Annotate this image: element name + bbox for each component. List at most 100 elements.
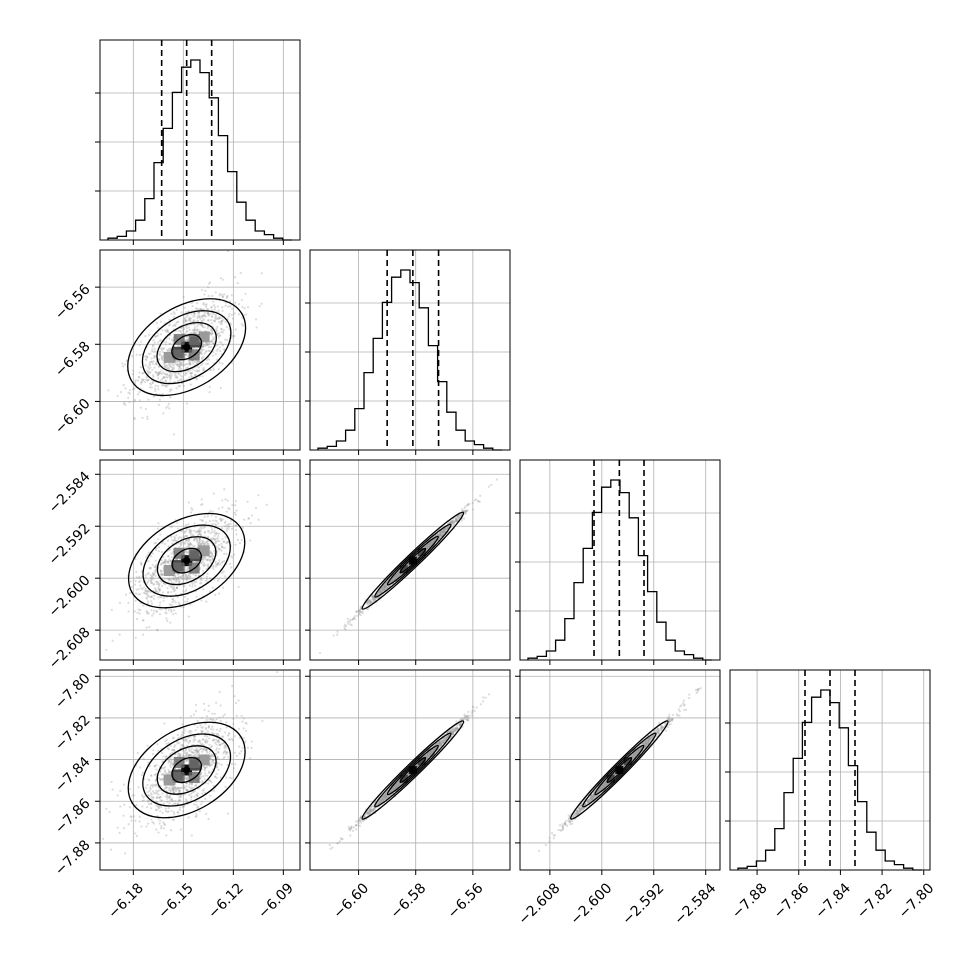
scatter-point (153, 347, 156, 350)
scatter-point (186, 339, 189, 342)
scatter-point (217, 368, 220, 371)
scatter-point (478, 500, 481, 503)
scatter-point (188, 754, 191, 758)
scatter-point (182, 738, 185, 741)
scatter-point (174, 783, 177, 786)
scatter-point (203, 515, 206, 518)
scatter-point (182, 749, 185, 752)
scatter-point (196, 325, 199, 328)
scatter-point (157, 749, 160, 752)
scatter-point (210, 753, 213, 757)
scatter-point (178, 808, 181, 812)
scatter-point (233, 312, 236, 315)
scatter-point (181, 577, 184, 580)
scatter-point (148, 625, 151, 629)
scatter-point (140, 378, 143, 381)
scatter-point (351, 617, 355, 621)
scatter-point (198, 532, 201, 535)
scatter-point (147, 778, 150, 781)
scatter-point (371, 598, 374, 601)
scatter-point (160, 562, 163, 565)
density-block (417, 548, 426, 557)
scatter-point (159, 778, 162, 781)
scatter-point (343, 623, 347, 626)
scatter-point (189, 532, 192, 536)
scatter-point (371, 596, 375, 600)
scatter-point (193, 328, 196, 332)
scatter-point (187, 319, 190, 322)
scatter-point (247, 517, 251, 520)
scatter-point (207, 529, 210, 532)
scatter-point (128, 392, 132, 395)
scatter-point (440, 534, 443, 537)
scatter-point (471, 508, 475, 511)
scatter-point (442, 529, 445, 532)
scatter-point (216, 563, 219, 567)
scatter-point (206, 515, 209, 518)
scatter-point (250, 746, 253, 750)
scatter-point (177, 573, 180, 576)
scatter-point (261, 719, 264, 723)
scatter-point (154, 808, 158, 812)
scatter-point (199, 518, 202, 521)
scatter-point (195, 539, 199, 543)
scatter-point (157, 387, 160, 391)
scatter-point (144, 335, 147, 338)
scatter-point (151, 576, 154, 579)
scatter-point (135, 803, 138, 807)
scatter-point (228, 738, 232, 741)
scatter-point (214, 565, 218, 568)
scatter-point (194, 369, 197, 373)
scatter-point (196, 529, 199, 532)
scatter-point (235, 701, 238, 705)
scatter-point (145, 375, 148, 379)
scatter-point (205, 541, 208, 544)
scatter-point (194, 815, 197, 818)
scatter-point (170, 759, 173, 763)
scatter-point (173, 749, 176, 752)
scatter-point (216, 563, 219, 566)
scatter-point (165, 786, 169, 789)
scatter-point (149, 787, 152, 790)
scatter-point (215, 532, 219, 535)
scatter-point (249, 522, 252, 525)
scatter-point (377, 593, 380, 596)
scatter-point (204, 772, 207, 775)
scatter-point (197, 311, 201, 314)
scatter-point (188, 542, 192, 545)
scatter-point (209, 333, 212, 336)
scatter-point (176, 363, 179, 366)
scatter-point (225, 541, 228, 544)
scatter-point (211, 510, 214, 513)
scatter-point (216, 546, 220, 549)
scatter-point (352, 617, 355, 620)
scatter-point (160, 573, 163, 576)
scatter-point (167, 330, 170, 333)
scatter-point (189, 319, 192, 323)
scatter-point (224, 520, 227, 523)
scatter-point (188, 794, 191, 797)
scatter-point (318, 651, 322, 655)
scatter-point (439, 531, 442, 534)
scatter-point (231, 503, 234, 507)
scatter-point (166, 364, 169, 367)
scatter-point (157, 806, 160, 809)
scatter-point (173, 802, 176, 805)
histogram-panel-3 (725, 669, 931, 875)
scatter-point (182, 784, 185, 787)
scatter-point (233, 276, 237, 279)
scatter-point (208, 358, 211, 361)
scatter-point (150, 578, 153, 582)
scatter-point (198, 369, 201, 372)
scatter-point (185, 362, 188, 366)
scatter-point (191, 304, 194, 308)
scatter-point (182, 360, 185, 364)
scatter-point (192, 740, 195, 743)
scatter-point (192, 331, 195, 335)
scatter-point (202, 348, 205, 351)
scatter-point (378, 589, 381, 592)
scatter-point (170, 762, 173, 765)
scatter-point (372, 596, 375, 599)
scatter-point (221, 293, 224, 297)
scatter-point (202, 543, 205, 546)
